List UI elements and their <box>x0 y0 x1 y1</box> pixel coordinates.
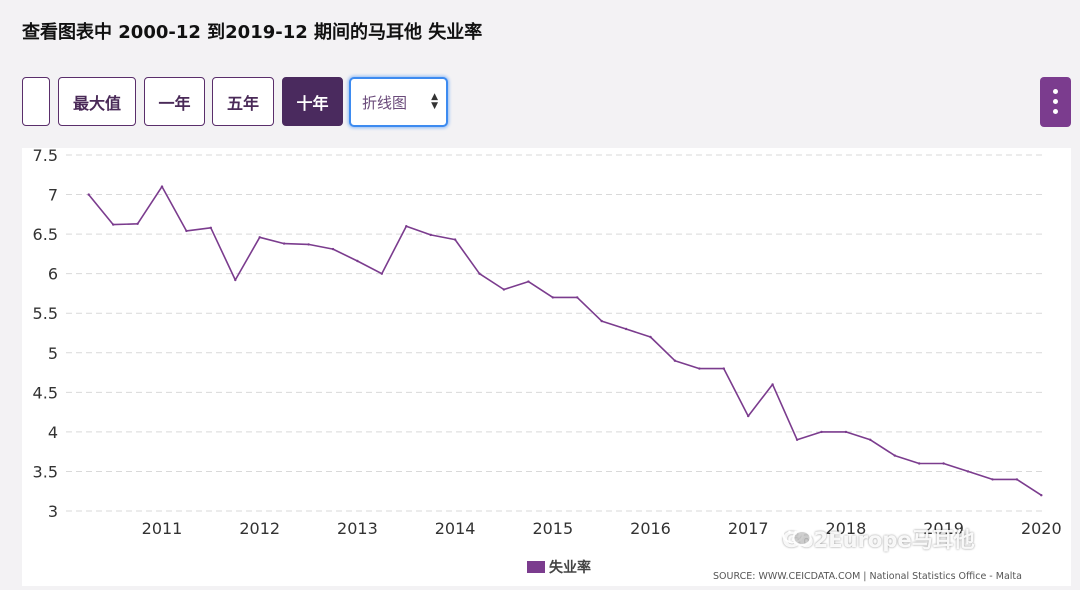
y-tick-label: 6.5 <box>33 225 58 244</box>
range-max-button[interactable]: 最大值 <box>58 77 136 126</box>
data-point[interactable] <box>673 359 677 362</box>
data-point[interactable] <box>576 296 579 299</box>
blank-range-button[interactable] <box>22 77 50 126</box>
data-point[interactable] <box>453 238 457 241</box>
x-tick-label: 2019 <box>923 519 964 538</box>
data-point[interactable] <box>429 233 432 237</box>
legend[interactable]: 失业率 <box>527 557 591 577</box>
data-point[interactable] <box>87 193 90 196</box>
data-point[interactable] <box>282 242 286 245</box>
data-point[interactable] <box>307 243 310 246</box>
x-tick-label: 2011 <box>142 519 183 538</box>
x-tick-label: 2016 <box>630 519 671 538</box>
x-tick-label: 2020 <box>1021 519 1062 538</box>
data-point[interactable] <box>893 454 896 457</box>
y-tick-label: 4 <box>48 423 58 442</box>
data-point[interactable] <box>1040 494 1043 497</box>
data-point[interactable] <box>209 226 212 229</box>
range-ten-year-button[interactable]: 十年 <box>282 77 343 126</box>
y-tick-label: 5 <box>48 344 58 363</box>
data-point[interactable] <box>1015 478 1019 481</box>
x-tick-label: 2018 <box>826 519 867 538</box>
range-five-year-button[interactable]: 五年 <box>212 77 274 126</box>
data-point[interactable] <box>185 229 188 233</box>
more-options-icon <box>1053 89 1058 94</box>
more-options-button[interactable] <box>1040 77 1071 127</box>
x-tick-label: 2015 <box>532 519 573 538</box>
data-point[interactable] <box>747 414 750 418</box>
data-point[interactable] <box>942 462 945 465</box>
x-tick-label: 2014 <box>435 519 476 538</box>
x-tick-label: 2017 <box>728 519 769 538</box>
data-point[interactable] <box>698 367 701 370</box>
data-point[interactable] <box>844 430 848 434</box>
data-point[interactable] <box>771 383 774 386</box>
y-axis-ticks: 7.5 7 6.5 6 5.5 5 4.5 4 3.5 3 <box>33 146 58 521</box>
data-point[interactable] <box>502 288 506 291</box>
y-tick-label: 3.5 <box>33 462 58 481</box>
data-point[interactable] <box>649 335 652 339</box>
data-point[interactable] <box>918 462 921 465</box>
data-point[interactable] <box>820 430 823 434</box>
x-axis-ticks: 2011 2012 2013 2014 2015 2016 2017 2018 2019 2020 <box>142 519 1062 538</box>
data-point[interactable] <box>234 278 237 282</box>
range-one-year-button[interactable]: 一年 <box>144 77 205 126</box>
source-note: SOURCE: WWW.CEICDATA.COM | National Stat… <box>713 571 1022 582</box>
watermark: Go2Europe马耳他 <box>782 524 975 554</box>
data-point[interactable] <box>722 367 725 370</box>
data-point[interactable] <box>795 438 799 441</box>
chart-title: 查看图表中 2000-12 到2019-12 期间的马耳他 失业率 <box>22 22 483 43</box>
data-point[interactable] <box>356 259 359 263</box>
series-layer <box>87 185 1043 497</box>
data-point[interactable] <box>405 225 408 228</box>
data-point[interactable] <box>258 236 261 239</box>
data-point[interactable] <box>991 478 994 481</box>
data-point[interactable] <box>966 470 970 473</box>
data-point[interactable] <box>600 319 603 323</box>
y-tick-label: 6 <box>48 265 58 284</box>
data-point[interactable] <box>380 272 383 275</box>
data-point[interactable] <box>527 280 530 283</box>
legend-label: 失业率 <box>549 560 591 576</box>
data-point[interactable] <box>624 327 628 331</box>
x-tick-label: 2013 <box>337 519 378 538</box>
y-tick-label: 5.5 <box>33 304 58 323</box>
legend-swatch <box>527 561 545 573</box>
grid-lines <box>66 154 1046 512</box>
series-line[interactable] <box>88 185 1042 496</box>
data-point[interactable] <box>551 296 554 299</box>
data-point[interactable] <box>112 223 115 226</box>
chart-area <box>22 148 1071 586</box>
data-point[interactable] <box>869 438 872 441</box>
x-tick-label: 2012 <box>239 519 280 538</box>
y-tick-label: 4.5 <box>33 383 58 402</box>
chart-type-select[interactable]: 折线图 ▲ ▼ <box>349 77 448 127</box>
y-tick-label: 7.5 <box>33 146 58 165</box>
watermark-text: Go2Europe马耳他 <box>782 528 975 552</box>
chart-type-value: 折线图 <box>362 93 408 112</box>
y-tick-label: 3 <box>48 502 58 521</box>
data-point[interactable] <box>136 222 139 225</box>
data-point[interactable] <box>160 185 164 188</box>
y-tick-label: 7 <box>48 186 58 205</box>
select-arrows-icon: ▲ ▼ <box>431 92 438 111</box>
data-point[interactable] <box>478 272 481 275</box>
chat-bubble-icon <box>782 524 812 546</box>
data-point[interactable] <box>331 247 335 251</box>
